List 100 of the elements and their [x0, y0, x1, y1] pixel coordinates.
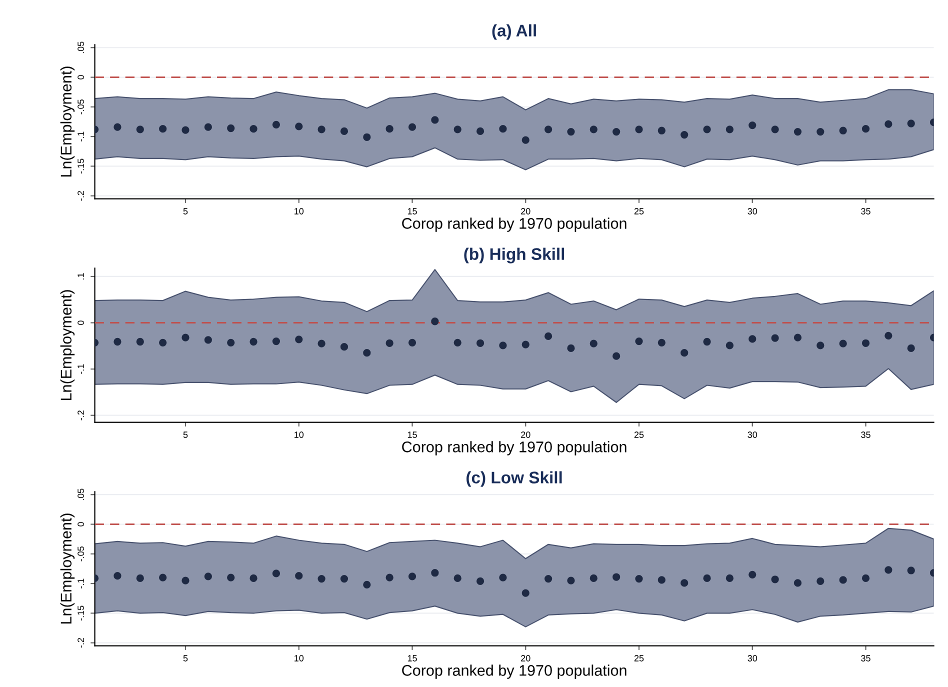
point	[431, 569, 439, 577]
y-tick-label: -.2	[78, 410, 84, 420]
point	[454, 338, 462, 346]
point	[748, 335, 756, 343]
y-tick-label: -.05	[78, 100, 84, 114]
point	[318, 574, 326, 583]
point	[431, 116, 439, 124]
point	[227, 338, 235, 346]
point	[204, 123, 212, 131]
point	[884, 120, 892, 128]
point	[159, 574, 167, 582]
y-tick-label: -.15	[78, 158, 84, 174]
point	[182, 126, 190, 134]
y-tick-label: 0	[78, 522, 84, 526]
x-tick-label: 15	[408, 208, 417, 214]
point	[794, 579, 802, 587]
point	[839, 126, 847, 134]
chart-title: (c) Low Skill	[466, 471, 562, 487]
point	[386, 574, 394, 582]
point	[567, 344, 575, 352]
point	[884, 566, 892, 574]
x-axis-title: Corop ranked by 1970 population	[402, 218, 626, 232]
point	[703, 126, 711, 134]
x-tick-label: 30	[748, 208, 758, 214]
y-tick-label: -.1	[78, 364, 84, 374]
point	[748, 121, 756, 130]
y-tick-label: 0	[78, 320, 84, 325]
point	[295, 336, 303, 344]
x-tick-label: 20	[521, 208, 530, 214]
y-tick-label: .05	[78, 42, 84, 54]
point	[499, 574, 507, 582]
point	[612, 128, 620, 136]
point	[907, 566, 915, 574]
point	[816, 342, 824, 350]
point	[159, 125, 167, 133]
point	[748, 570, 756, 578]
point	[907, 120, 915, 128]
x-tick-label: 5	[183, 208, 188, 214]
x-tick-label: 10	[294, 208, 304, 214]
point	[386, 339, 394, 347]
point	[771, 334, 779, 342]
point	[771, 576, 779, 584]
point	[340, 343, 348, 351]
point	[250, 125, 258, 133]
point	[227, 124, 235, 132]
point	[363, 349, 371, 357]
y-tick-label: -.15	[78, 606, 84, 621]
point	[590, 340, 598, 348]
x-tick-label: 15	[408, 655, 417, 662]
point	[635, 337, 643, 346]
x-tick-label: 5	[183, 655, 188, 662]
point	[816, 577, 824, 585]
point	[340, 127, 348, 136]
y-axis-title: Ln(Employment)	[60, 66, 75, 177]
point	[159, 338, 167, 346]
x-tick-label: 15	[408, 432, 417, 438]
point	[635, 574, 643, 583]
point	[612, 573, 620, 581]
point	[136, 126, 144, 134]
point	[272, 337, 280, 346]
x-tick-label: 30	[748, 655, 758, 662]
point	[136, 574, 144, 582]
y-tick-label: -.05	[78, 546, 84, 562]
x-tick-label: 25	[634, 208, 644, 214]
point	[567, 128, 575, 136]
point	[862, 125, 870, 133]
y-tick-label: -.1	[78, 578, 84, 588]
point	[476, 339, 484, 347]
point	[726, 126, 734, 134]
point	[318, 126, 326, 134]
point	[680, 349, 688, 357]
point	[204, 572, 212, 580]
point	[522, 136, 530, 144]
point	[658, 338, 666, 346]
point	[476, 127, 484, 136]
point	[431, 318, 439, 326]
point	[567, 576, 575, 584]
x-tick-label: 35	[861, 655, 870, 662]
point	[544, 332, 552, 340]
point	[680, 579, 688, 587]
x-tick-label: 10	[294, 432, 304, 438]
point	[522, 589, 530, 597]
point	[499, 125, 507, 133]
point	[726, 574, 734, 582]
point	[544, 574, 552, 583]
point	[590, 126, 598, 134]
point	[544, 126, 552, 134]
chart-title: (b) High Skill	[464, 248, 564, 264]
point	[680, 130, 688, 139]
point	[272, 120, 280, 129]
x-tick-label: 10	[294, 655, 304, 662]
point	[612, 352, 620, 360]
point	[250, 338, 258, 346]
point	[295, 122, 303, 130]
y-tick-label: 0	[78, 75, 84, 80]
point	[794, 128, 802, 136]
point	[340, 574, 348, 583]
point	[771, 126, 779, 134]
y-axis-title: Ln(Employment)	[60, 514, 75, 624]
point	[703, 338, 711, 346]
